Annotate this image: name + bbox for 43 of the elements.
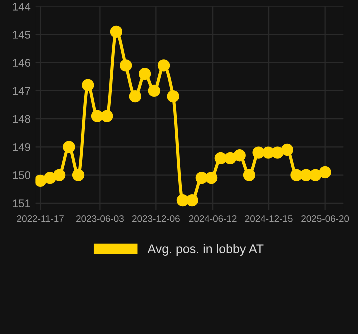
y-tick-label: 151 xyxy=(13,200,30,208)
point xyxy=(252,146,265,159)
point xyxy=(167,90,180,103)
point xyxy=(44,172,56,184)
point xyxy=(148,84,160,98)
point xyxy=(36,174,47,187)
point xyxy=(158,60,170,72)
point xyxy=(224,152,237,165)
point xyxy=(272,146,284,159)
y-tick-label: 147 xyxy=(13,87,30,96)
x-tick-label: 2022-11-17 xyxy=(17,216,64,222)
point xyxy=(82,79,94,92)
point xyxy=(319,166,332,179)
x-tick-label: 2023-06-03 xyxy=(76,216,124,222)
x-tick-label: 2024-06-12 xyxy=(189,216,237,222)
x-tick-label: 2025-06-20 xyxy=(302,216,350,222)
point xyxy=(54,169,66,182)
point xyxy=(120,60,132,72)
point xyxy=(196,172,208,184)
point xyxy=(72,169,85,182)
point xyxy=(186,194,198,207)
point xyxy=(310,169,322,182)
x-tick-label: 2023-12-06 xyxy=(132,216,180,222)
point xyxy=(243,169,256,182)
y-tick-label: 145 xyxy=(13,31,30,39)
point xyxy=(63,141,76,154)
y-tick-label: 150 xyxy=(13,172,31,180)
point xyxy=(129,90,142,103)
y-tick-label: 146 xyxy=(13,59,30,68)
point xyxy=(290,169,303,182)
point xyxy=(205,172,218,184)
x-tick-label: 2024-12-15 xyxy=(245,216,293,222)
y-tick-label: 148 xyxy=(13,115,30,124)
point xyxy=(138,68,152,80)
y-tick-label: 149 xyxy=(13,143,30,152)
y-tick-label: 144 xyxy=(13,3,31,11)
point xyxy=(234,150,246,162)
legend-label: Avg. pos. in lobby AT xyxy=(148,244,264,256)
point xyxy=(110,26,123,38)
point xyxy=(101,110,114,122)
point xyxy=(281,144,294,156)
point xyxy=(91,110,104,122)
point xyxy=(214,152,227,165)
